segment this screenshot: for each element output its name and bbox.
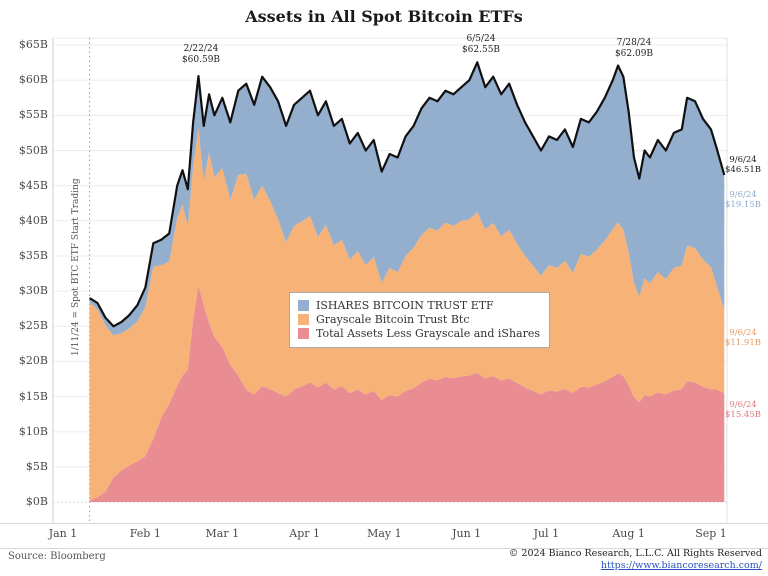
peak-annotation-jun: 6/5/24 $62.55B	[452, 34, 510, 57]
latest-others-annotation: 9/6/24 $15.45B	[720, 400, 766, 420]
peak-annotation-jul: 7/28/24 $62.09B	[605, 38, 663, 61]
start-date-note: 1/11/24 = Spot BTC ETF Start Trading	[71, 178, 81, 356]
x-axis	[0, 523, 768, 549]
y-axis-label: $25B	[18, 319, 48, 333]
grayscale-swatch-icon	[298, 314, 309, 325]
peak-annotation-date: 6/5/24	[466, 34, 496, 44]
y-axis-label: $30B	[18, 284, 48, 298]
legend-label: Total Assets Less Grayscale and iShares	[316, 327, 541, 340]
latest-value: $15.45B	[725, 410, 761, 421]
peak-annotation-date: 2/22/24	[183, 44, 219, 54]
ishares-swatch-icon	[298, 300, 309, 311]
latest-value: $19.15B	[725, 200, 761, 211]
y-axis-label: $20B	[18, 354, 48, 368]
y-axis-label: $65B	[18, 38, 48, 52]
peak-annotation-value: $60.59B	[181, 55, 221, 66]
y-axis-label: $60B	[18, 73, 48, 87]
legend-item-ishares: ISHARES BITCOIN TRUST ETF	[298, 299, 540, 312]
source-label: Source: Bloomberg	[8, 551, 106, 562]
x-axis-label: Aug 1	[612, 527, 645, 540]
peak-annotation-value: $62.09B	[614, 49, 654, 60]
y-axis-label: $40B	[18, 213, 48, 227]
latest-date: 9/6/24	[729, 328, 757, 338]
copyright-text: © 2024 Bianco Research, L.L.C. All Right…	[508, 548, 762, 559]
y-axis-label: $10B	[18, 424, 48, 438]
chart-title: Assets in All Spot Bitcoin ETFs	[245, 7, 523, 26]
legend-label: ISHARES BITCOIN TRUST ETF	[316, 299, 494, 312]
latest-total-annotation: 9/6/24 $46.51B	[720, 155, 766, 175]
y-axis-label: $55B	[18, 108, 48, 122]
x-axis-label: Apr 1	[289, 527, 321, 540]
y-axis-label: $5B	[25, 459, 48, 473]
legend-item-grayscale: Grayscale Bitcoin Trust Btc	[298, 313, 540, 326]
latest-value: $11.91B	[725, 338, 761, 349]
legend: ISHARES BITCOIN TRUST ETF Grayscale Bitc…	[289, 292, 551, 348]
latest-date: 9/6/24	[729, 400, 757, 410]
latest-date: 9/6/24	[729, 190, 757, 200]
y-axis-label: $35B	[18, 248, 48, 262]
x-axis-label: Jun 1	[452, 527, 482, 540]
peak-annotation-value: $62.55B	[461, 45, 501, 56]
x-axis-label: Mar 1	[205, 527, 240, 540]
y-axis-label: $50B	[18, 143, 48, 157]
latest-date: 9/6/24	[729, 155, 757, 165]
legend-item-others: Total Assets Less Grayscale and iShares	[298, 327, 540, 340]
y-axis-label: $0B	[25, 495, 48, 508]
peak-annotation-date: 7/28/24	[616, 38, 652, 48]
y-axis-label: $15B	[18, 389, 48, 403]
latest-grayscale-annotation: 9/6/24 $11.91B	[720, 328, 766, 348]
copyright: © 2024 Bianco Research, L.L.C. All Right…	[342, 548, 762, 571]
latest-ishares-annotation: 9/6/24 $19.15B	[720, 190, 766, 210]
latest-value: $46.51B	[725, 165, 761, 176]
legend-label: Grayscale Bitcoin Trust Btc	[316, 313, 470, 326]
website-link[interactable]: https://www.biancoresearch.com/	[600, 560, 762, 571]
x-axis-label: Jan 1	[48, 527, 78, 540]
y-axis-label: $45B	[18, 178, 48, 192]
x-axis-label: Feb 1	[129, 527, 161, 540]
x-axis-label: May 1	[367, 527, 402, 540]
x-axis-label: Jul 1	[533, 527, 560, 540]
peak-annotation-feb: 2/22/24 $60.59B	[172, 44, 230, 67]
others-swatch-icon	[298, 328, 309, 339]
x-axis-label: Sep 1	[695, 527, 727, 540]
